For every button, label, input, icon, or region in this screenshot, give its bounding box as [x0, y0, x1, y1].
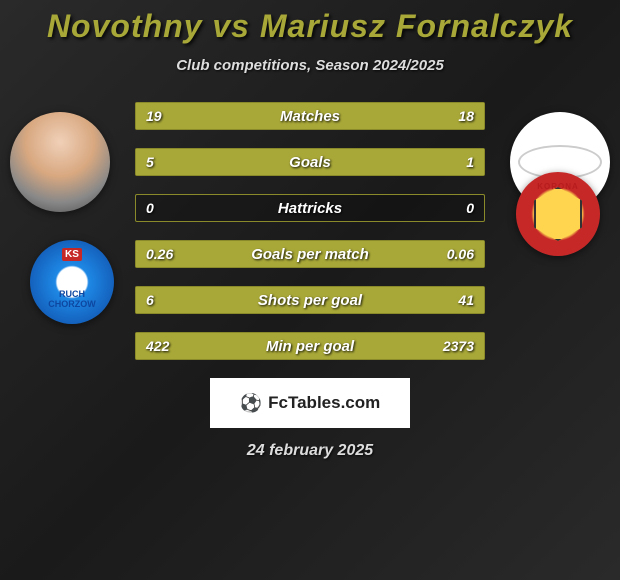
- stat-value-left: 0: [146, 200, 154, 216]
- stat-row: 0 Hattricks 0: [135, 194, 485, 222]
- stat-label: Goals: [289, 154, 331, 171]
- brand-text: FcTables.com: [268, 393, 380, 413]
- stat-value-left: 422: [146, 338, 169, 354]
- stat-bar-left: [136, 149, 425, 175]
- stat-row: 19 Matches 18: [135, 102, 485, 130]
- stat-value-left: 6: [146, 292, 154, 308]
- stat-label: Goals per match: [251, 246, 369, 263]
- stat-label: Min per goal: [266, 338, 354, 355]
- stat-bars: 19 Matches 18 5 Goals 1 0 Hattricks 0 0.26 Goals p…: [135, 102, 485, 360]
- stat-value-right: 18: [458, 108, 474, 124]
- stat-bar-left: [136, 287, 181, 313]
- page-title: Novothny vs Mariusz Fornalczyk: [0, 8, 620, 45]
- stat-label: Shots per goal: [258, 292, 362, 309]
- infographic-container: Novothny vs Mariusz Fornalczyk Club comp…: [0, 0, 620, 468]
- date-text: 24 february 2025: [0, 442, 620, 460]
- stat-label: Hattricks: [278, 200, 342, 217]
- club-logo-right: [516, 172, 600, 256]
- stat-row: 6 Shots per goal 41: [135, 286, 485, 314]
- brand-icon: ⚽: [240, 393, 262, 414]
- stat-row: 0.26 Goals per match 0.06: [135, 240, 485, 268]
- stat-row: 5 Goals 1: [135, 148, 485, 176]
- stat-value-left: 19: [146, 108, 162, 124]
- stats-area: 19 Matches 18 5 Goals 1 0 Hattricks 0 0.26 Goals p…: [0, 102, 620, 360]
- club-logo-left: [30, 240, 114, 324]
- stat-value-right: 0: [466, 200, 474, 216]
- stat-row: 422 Min per goal 2373: [135, 332, 485, 360]
- stat-bar-right: [425, 149, 484, 175]
- stat-value-left: 5: [146, 154, 154, 170]
- stat-value-right: 1: [466, 154, 474, 170]
- stat-value-left: 0.26: [146, 246, 173, 262]
- brand-box[interactable]: ⚽ FcTables.com: [210, 378, 410, 428]
- stat-value-right: 41: [458, 292, 474, 308]
- subtitle: Club competitions, Season 2024/2025: [0, 57, 620, 74]
- player-photo-left: [10, 112, 110, 212]
- stat-label: Matches: [280, 108, 340, 125]
- stat-value-right: 0.06: [447, 246, 474, 262]
- stat-value-right: 2373: [443, 338, 474, 354]
